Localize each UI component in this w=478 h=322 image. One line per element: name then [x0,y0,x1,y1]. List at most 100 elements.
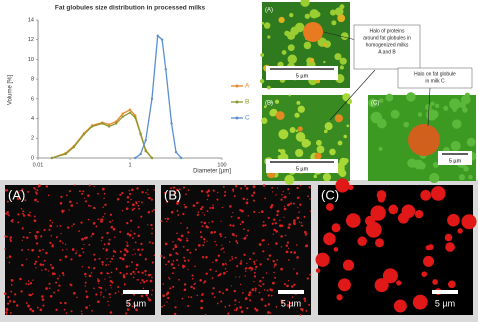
speck [229,224,232,227]
speck [59,301,62,305]
speck [293,283,296,286]
speck [368,98,378,108]
speck [122,275,126,279]
speck [38,184,41,188]
speck [287,300,289,302]
speck [17,213,20,216]
speck [34,191,37,194]
legend-marker [235,100,239,104]
speck [44,268,47,271]
speck [8,214,10,217]
speck [126,242,129,244]
speck [314,152,322,160]
speck [331,223,341,233]
speck [132,237,134,239]
speck [337,140,343,146]
speck [17,191,20,194]
speck [287,44,295,52]
speck [61,249,64,251]
speck [65,312,68,314]
speck [323,60,326,64]
speck [102,206,105,208]
speck [177,214,180,216]
speck [304,300,307,303]
x-tick-label: 100 [217,162,226,168]
speck [70,204,74,207]
speck [200,235,203,239]
speck [76,296,78,299]
speck [107,242,111,246]
legend-label: B [245,99,249,106]
speck [237,216,240,220]
speck [20,290,23,293]
speck [222,247,225,250]
speck [16,196,19,199]
speck [452,119,462,129]
speck [461,214,477,230]
speck [26,236,29,239]
speck [224,305,227,308]
speck [72,291,76,295]
speck [294,112,300,118]
speck [78,190,81,193]
speck [4,235,7,238]
speck [131,305,134,308]
speck [339,65,344,70]
speck [201,256,205,259]
speck [197,211,200,213]
speck [306,244,308,246]
speck [97,278,99,280]
speck [235,307,239,310]
speck [69,283,72,286]
speck [40,235,43,238]
speck [199,231,202,234]
speck [8,255,12,259]
speck [176,201,179,205]
speck [128,189,131,192]
speck [207,194,210,197]
speck [134,253,136,255]
speck [244,275,246,277]
speck [292,202,295,205]
point [139,152,142,156]
speck [21,239,24,242]
speck [304,13,310,19]
speck [288,259,290,261]
speck [406,92,416,102]
speck [286,241,290,244]
speck [160,254,163,257]
speck [457,228,463,234]
speck [84,236,87,240]
speck [121,257,125,261]
speck [231,258,234,260]
speck [293,251,297,254]
speck [180,222,182,225]
speck [300,224,303,227]
speck [112,250,116,253]
speck [58,284,61,287]
speck [101,236,104,239]
scale-bar-label: 5 µm [126,298,146,308]
speck [41,298,45,301]
speck [262,220,265,223]
speck [239,283,242,286]
speck [275,306,278,308]
speck [94,207,96,210]
speck [267,243,270,246]
speck [276,213,279,217]
speck [267,216,270,219]
speck [212,287,215,290]
speck [141,279,144,282]
speck [232,234,235,237]
speck [84,281,87,284]
speck [279,224,282,228]
speck [182,186,185,189]
speck [69,200,72,204]
speck [72,223,75,226]
speck [167,260,170,263]
speck [83,197,86,199]
speck [31,248,35,252]
speck [81,313,83,315]
speck [266,258,269,261]
speck [284,174,295,185]
